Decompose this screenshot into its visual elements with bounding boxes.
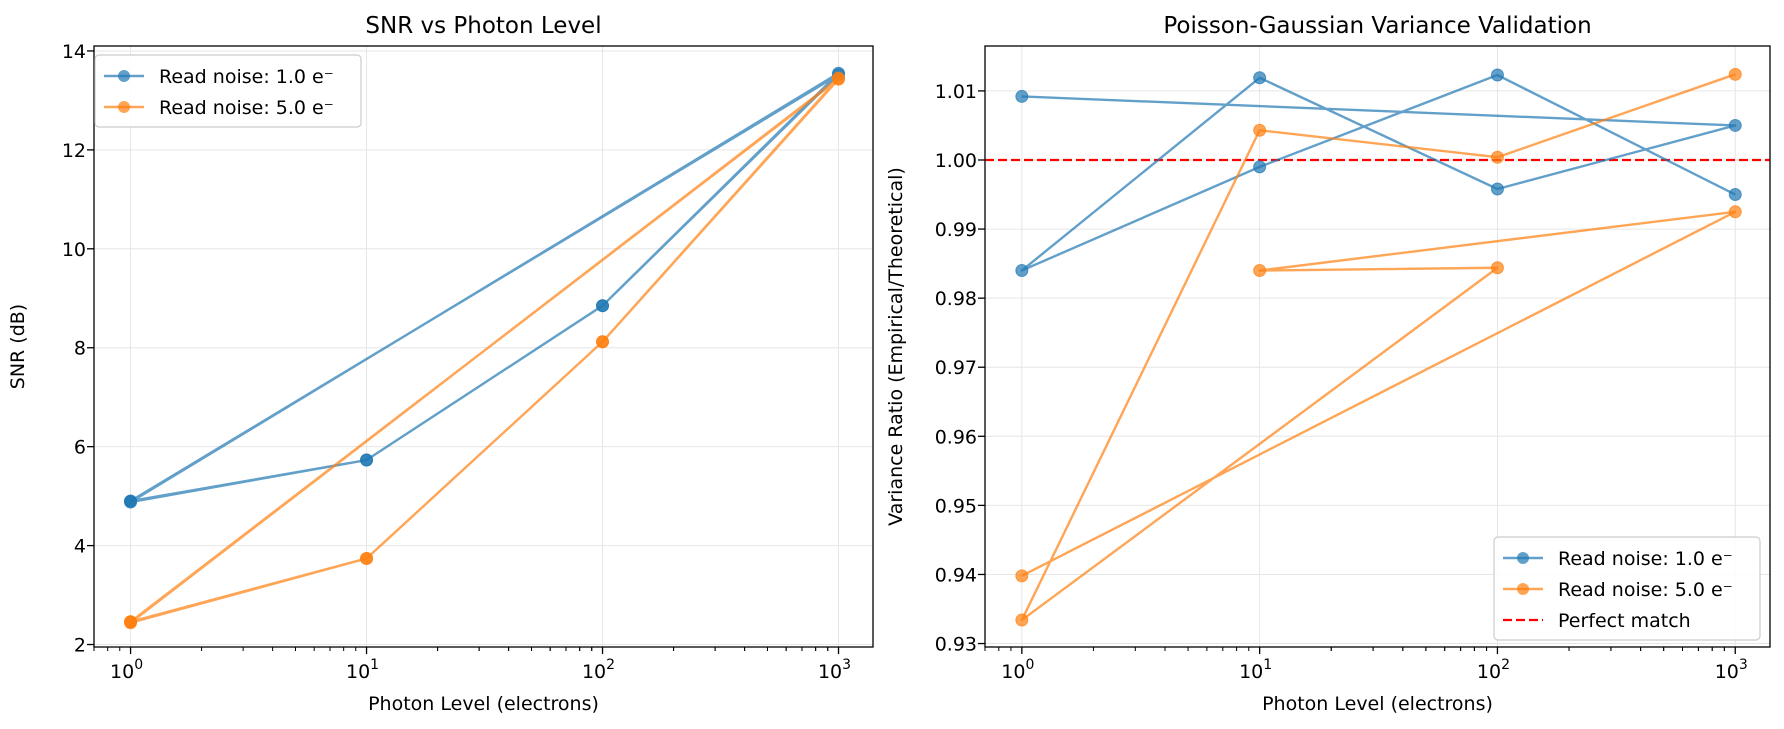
plot-frame — [93, 45, 874, 648]
legend-box — [1493, 536, 1761, 641]
legend-entry: Perfect match — [1503, 610, 1691, 632]
x-tick-label: 103 — [818, 657, 851, 683]
legend-marker — [1517, 552, 1529, 564]
data-point — [1490, 261, 1504, 275]
legend: Read noise: 1.0 e⁻ Read noise: 5.0 e⁻ Perf… — [1493, 536, 1761, 641]
series-2 — [1015, 67, 1742, 627]
series-line — [129, 72, 840, 504]
y-tick-label: 4 — [74, 536, 86, 558]
legend-entry: Read noise: 5.0 e⁻ — [1503, 579, 1733, 601]
x-tick-label: 103 — [1715, 657, 1748, 683]
data-point — [1015, 89, 1029, 103]
x-tick-label: 100 — [110, 657, 143, 683]
data-point — [1728, 67, 1742, 81]
x-axis-label: Photon Level (electrons) — [1262, 693, 1493, 715]
data-point — [596, 299, 610, 313]
legend-label: Perfect match — [1558, 610, 1691, 632]
legend-marker — [118, 70, 130, 82]
data-point — [1253, 123, 1267, 137]
y-axis-label: Variance Ratio (Empirical/Theoretical) — [885, 167, 907, 526]
data-point — [1253, 71, 1267, 85]
legend-entry: Read noise: 5.0 e⁻ — [104, 97, 334, 119]
y-tick-label: 10 — [62, 239, 86, 261]
legend-label: Read noise: 1.0 e⁻ — [1558, 548, 1733, 570]
y-tick-label: 0.99 — [935, 219, 977, 241]
data-point — [1490, 182, 1504, 196]
chart-1: 100 101 102 103 2 4 6 8 10 12 14 SNR vs Photon Leve… — [7, 13, 874, 715]
series-2 — [124, 71, 846, 630]
data-point — [832, 72, 846, 86]
series-line — [129, 76, 840, 624]
series-line — [1020, 73, 1737, 622]
data-point — [1015, 569, 1029, 583]
x-axis-label: Photon Level (electrons) — [368, 693, 599, 715]
data-point — [124, 494, 138, 508]
legend-label: Read noise: 5.0 e⁻ — [1558, 579, 1733, 601]
y-tick-label: 1.00 — [935, 150, 977, 172]
data-point — [1253, 160, 1267, 174]
y-tick-label: 0.94 — [935, 564, 977, 586]
y-tick-label: 0.96 — [935, 426, 977, 448]
legend: Read noise: 1.0 e⁻ Read noise: 5.0 e⁻ — [94, 54, 362, 128]
legend-label: Read noise: 1.0 e⁻ — [159, 66, 334, 88]
y-tick-label: 0.93 — [935, 634, 977, 656]
legend-box — [94, 54, 362, 128]
y-tick-label: 0.98 — [935, 288, 977, 310]
chart-title: SNR vs Photon Level — [365, 13, 601, 39]
x-tick-label: 102 — [582, 657, 615, 683]
data-point — [1015, 264, 1029, 278]
x-tick-label: 101 — [346, 657, 379, 683]
x-tick-label: 102 — [1477, 657, 1510, 683]
data-point — [1015, 613, 1029, 627]
data-point — [1490, 150, 1504, 164]
data-point — [596, 335, 610, 349]
y-tick-label: 1.01 — [935, 81, 977, 103]
data-point — [1490, 68, 1504, 82]
legend-label: Read noise: 5.0 e⁻ — [159, 97, 334, 119]
plot-frame — [984, 45, 1771, 648]
y-tick-label: 0.95 — [935, 495, 977, 517]
data-point — [360, 453, 374, 467]
y-tick-label: 0.97 — [935, 357, 977, 379]
chart-2: 100 101 102 103 0.93 0.94 0.95 0.96 0.97 0.98 0.99… — [885, 13, 1771, 715]
x-tick-label: 101 — [1239, 657, 1272, 683]
legend-marker — [1517, 583, 1529, 595]
legend-marker — [118, 101, 130, 113]
y-tick-label: 14 — [62, 41, 86, 63]
y-tick-label: 6 — [74, 437, 86, 459]
data-point — [1728, 118, 1742, 132]
y-axis-label: SNR (dB) — [7, 304, 29, 389]
data-point — [1728, 188, 1742, 202]
data-point — [124, 615, 138, 629]
data-point — [360, 551, 374, 565]
chart-title: Poisson-Gaussian Variance Validation — [1163, 13, 1591, 39]
y-tick-label: 12 — [62, 140, 86, 162]
y-tick-label: 2 — [74, 635, 86, 657]
legend-entry: Read noise: 1.0 e⁻ — [104, 66, 334, 88]
data-point — [1253, 264, 1267, 278]
series-1 — [124, 66, 846, 509]
data-point — [1728, 205, 1742, 219]
legend-entry: Read noise: 1.0 e⁻ — [1503, 548, 1733, 570]
x-tick-label: 100 — [1001, 657, 1034, 683]
series-line — [1020, 73, 1737, 272]
y-tick-label: 8 — [74, 338, 86, 360]
series-1 — [1015, 68, 1742, 278]
